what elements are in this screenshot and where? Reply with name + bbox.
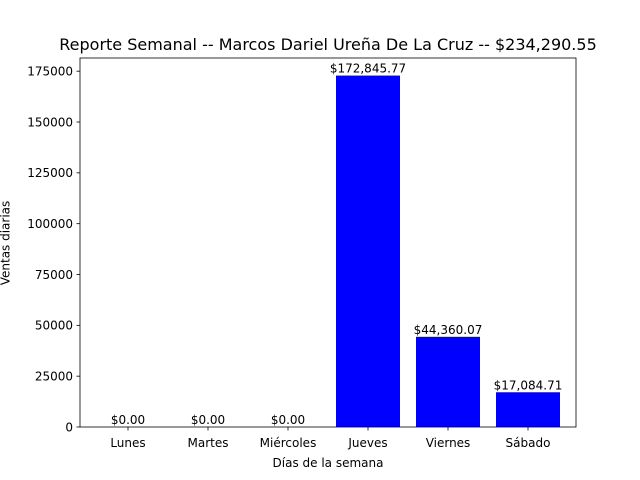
- x-tick-label: Jueves: [347, 436, 387, 450]
- bar-viernes: [416, 336, 480, 427]
- y-axis-label: Ventas diarias: [0, 201, 13, 286]
- y-tick-label: 25000: [35, 369, 73, 383]
- y-tick-label: 50000: [35, 319, 73, 333]
- bar-sábado: [496, 392, 560, 427]
- x-tick-label: Lunes: [110, 436, 145, 450]
- y-tick-label: 75000: [35, 268, 73, 282]
- x-tick-label: Viernes: [426, 436, 471, 450]
- y-tick-label: 100000: [27, 217, 73, 231]
- data-label: $0.00: [191, 413, 225, 427]
- x-axis-label: Días de la semana: [273, 456, 384, 470]
- chart-title: Reporte Semanal -- Marcos Dariel Ureña D…: [59, 35, 597, 54]
- y-tick-label: 125000: [27, 166, 73, 180]
- data-label: $0.00: [271, 413, 305, 427]
- data-label: $17,084.71: [494, 378, 563, 392]
- axes-frame: [79, 57, 577, 428]
- data-label: $172,845.77: [330, 62, 406, 76]
- y-tick-label: 0: [65, 420, 73, 434]
- y-tick-label: 150000: [27, 115, 73, 129]
- y-tick-label: 175000: [27, 64, 73, 78]
- x-tick-label: Sábado: [506, 436, 551, 450]
- data-label: $0.00: [111, 413, 145, 427]
- x-tick-label: Miércoles: [260, 436, 317, 450]
- x-tick-label: Martes: [188, 436, 229, 450]
- plot-area: $0.00 Lunes $0.00 Martes $0.00 Miércoles $172,…: [27, 57, 577, 450]
- data-label: $44,360.07: [414, 323, 483, 337]
- bar-jueves: [336, 75, 400, 427]
